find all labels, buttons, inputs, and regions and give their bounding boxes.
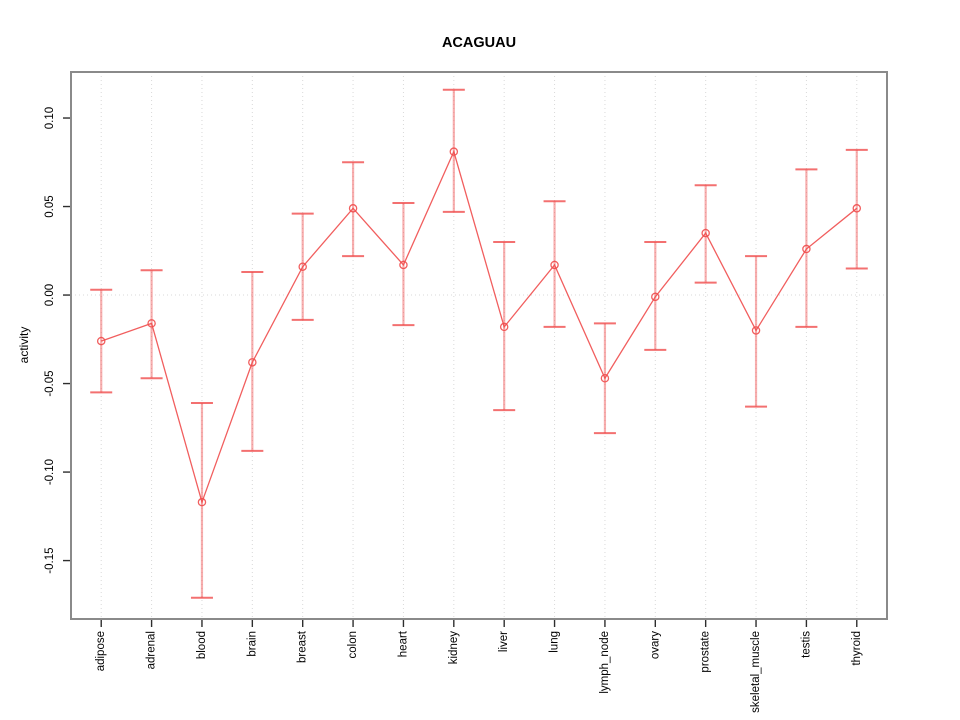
chart-title: ACAGUAU [441, 35, 517, 51]
data-point [600, 373, 610, 383]
series-line [101, 149, 858, 505]
x-tick-label: prostate [700, 631, 712, 673]
data-point [701, 228, 710, 238]
y-tick-label: 0.10 [44, 107, 56, 129]
plot-border [70, 71, 888, 620]
data-point [449, 147, 459, 156]
data-point [852, 204, 862, 213]
data-point [399, 260, 408, 270]
x-tick-label: blood [196, 631, 208, 659]
y-tick-label: -0.05 [44, 370, 56, 396]
data-point [802, 244, 811, 254]
x-tick-label: testis [800, 631, 812, 658]
x-tick-label: adipose [95, 631, 107, 671]
x-tick-label: heart [397, 630, 409, 657]
data-point [147, 319, 156, 328]
data-point [651, 292, 660, 302]
x-tick-label: lymph_node [599, 631, 611, 694]
x-tick-label: brain [246, 631, 258, 657]
data-point [197, 497, 207, 507]
x-tick-label: liver [498, 631, 510, 652]
x-tick-label: ovary [649, 631, 661, 659]
x-tick-label: kidney [448, 631, 460, 664]
x-tick-label: adrenal [146, 631, 158, 669]
x-tick-label: skeletal_muscle [750, 631, 762, 713]
y-axis-label: activity [17, 326, 31, 364]
data-point [348, 204, 358, 213]
data-point [550, 260, 559, 270]
y-tick-label: -0.10 [44, 459, 56, 485]
y-tick-label: 0.00 [44, 284, 56, 306]
x-tick-label: breast [297, 630, 309, 663]
data-point [499, 322, 509, 332]
data-point [248, 358, 257, 367]
x-tick-label: thyroid [851, 631, 863, 666]
x-tick-label: lung [549, 631, 561, 653]
data-point [96, 336, 106, 346]
data-point [751, 326, 761, 335]
y-tick-label: -0.15 [44, 547, 56, 573]
data-point [298, 262, 307, 271]
y-tick-label: 0.05 [44, 195, 56, 217]
x-tick-label: colon [347, 631, 359, 659]
